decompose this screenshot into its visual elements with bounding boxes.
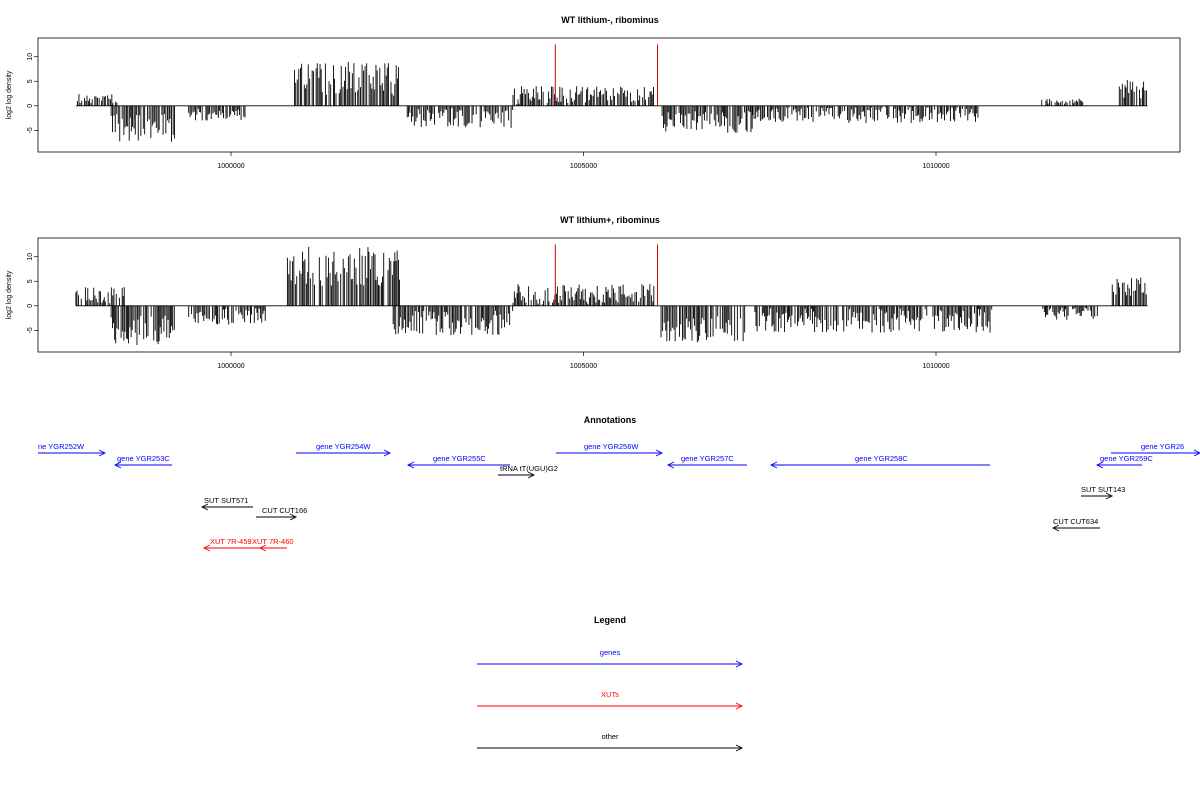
x-tick-label: 1000000: [217, 163, 244, 170]
annotation-arrow-head: [98, 449, 107, 457]
annotation-arrow-head: [200, 503, 209, 511]
annotation-label: gene YGR254W: [316, 442, 371, 451]
annotation-arrow-head: [113, 461, 122, 469]
annotation-arrow-head: [1095, 461, 1104, 469]
annotation-arrow-head: [406, 461, 415, 469]
annotation-label: XUT 7R-459: [210, 537, 252, 546]
annotation-arrow-head: [202, 544, 211, 552]
annotation-arrow-head: [258, 544, 267, 552]
annotation-item: SUT SUT143: [1081, 485, 1125, 500]
annotation-label: gene YGR26: [1141, 442, 1184, 451]
annotation-item: gene YGR257C: [666, 454, 747, 469]
annotation-label: CUT CUT634: [1053, 517, 1098, 526]
x-tick-label: 1000000: [217, 363, 244, 370]
panel-lithium-minus: WT lithium-, ribominus log2 log density …: [6, 15, 1181, 170]
legend-label: genes: [600, 648, 621, 657]
annotation-label: tRNA tT(UGU)G2: [500, 464, 558, 473]
annotation-arrow-head: [383, 449, 392, 457]
plot-frame: [37, 237, 1181, 353]
annotation-item: CUT CUT166: [256, 506, 307, 521]
legend-panel: Legend genes XUTs other: [477, 615, 744, 752]
annotation-item: ne YGR252W: [38, 442, 107, 457]
density-bars: [76, 62, 1148, 142]
panel-title: WT lithium-, ribominus: [561, 15, 659, 25]
legend-arrow-head: [735, 660, 744, 668]
annotation-item: gene YGR254W: [296, 442, 392, 457]
annotation-arrow-head: [655, 449, 664, 457]
annotation-label: XUT 7R-460: [252, 537, 294, 546]
annotation-item: tRNA tT(UGU)G2: [498, 464, 558, 479]
y-tick-label: 0: [27, 104, 34, 108]
y-tick-label: -5: [27, 127, 34, 133]
y-axis-label: log2 log density: [6, 270, 13, 319]
annotation-label: gene YGR257C: [681, 454, 734, 463]
panel-lithium-plus: WT lithium+, ribominus log2 log density …: [6, 215, 1181, 370]
annotation-arrow-head: [769, 461, 778, 469]
x-tick-label: 1005000: [570, 163, 597, 170]
legend-item: genes: [477, 648, 744, 668]
plot-frame: [37, 37, 1181, 153]
y-tick-label: 10: [27, 253, 34, 261]
annotation-label: gene YGR258C: [855, 454, 908, 463]
annotation-item: gene YGR258C: [769, 454, 990, 469]
annotation-item: gene YGR259C: [1095, 454, 1153, 469]
y-tick-label: 0: [27, 304, 34, 308]
legend-arrow-head: [735, 702, 744, 710]
annotation-item: gene YGR255C: [406, 454, 510, 469]
annotation-item: SUT SUT571: [200, 496, 253, 511]
annotation-item: gene YGR253C: [113, 454, 172, 469]
annotation-label: gene YGR256W: [584, 442, 639, 451]
annotations-panel: Annotations ne YGR252W gene YGR253C gene Y…: [38, 415, 1200, 552]
annotation-arrow-head: [1051, 524, 1060, 532]
y-tick-label: 5: [27, 279, 34, 283]
annotations-title: Annotations: [584, 415, 637, 425]
annotation-arrow-head: [1193, 449, 1200, 457]
annotation-arrow-head: [289, 513, 298, 521]
legend-title: Legend: [594, 615, 626, 625]
annotation-item: gene YGR256W: [556, 442, 664, 457]
annotation-arrow-head: [1105, 492, 1114, 500]
x-tick-label: 1010000: [922, 363, 949, 370]
annotation-label: SUT SUT571: [204, 496, 248, 505]
density-bars: [75, 247, 1147, 345]
annotation-label: gene YGR259C: [1100, 454, 1153, 463]
panel-title: WT lithium+, ribominus: [560, 215, 660, 225]
legend-arrow-head: [735, 744, 744, 752]
y-tick-label: 10: [27, 53, 34, 61]
annotation-item: XUT 7R-459: [202, 537, 260, 552]
annotation-label: CUT CUT166: [262, 506, 307, 515]
legend-label: other: [601, 732, 619, 741]
annotation-arrow-head: [666, 461, 675, 469]
y-tick-label: -5: [27, 327, 34, 333]
annotation-label: ne YGR252W: [38, 442, 85, 451]
legend-item: other: [477, 732, 744, 752]
annotation-label: gene YGR253C: [117, 454, 170, 463]
legend-item: XUTs: [477, 690, 744, 710]
annotation-item: XUT 7R-460: [252, 537, 294, 552]
annotation-item: CUT CUT634: [1051, 517, 1100, 532]
annotation-label: SUT SUT143: [1081, 485, 1125, 494]
y-tick-label: 5: [27, 79, 34, 83]
y-axis-label: log2 log density: [6, 70, 13, 119]
annotation-label: gene YGR255C: [433, 454, 486, 463]
legend-label: XUTs: [601, 690, 619, 699]
x-tick-label: 1010000: [922, 163, 949, 170]
annotation-arrow-head: [527, 471, 536, 479]
x-tick-label: 1005000: [570, 363, 597, 370]
annotation-item: gene YGR26: [1111, 442, 1200, 457]
